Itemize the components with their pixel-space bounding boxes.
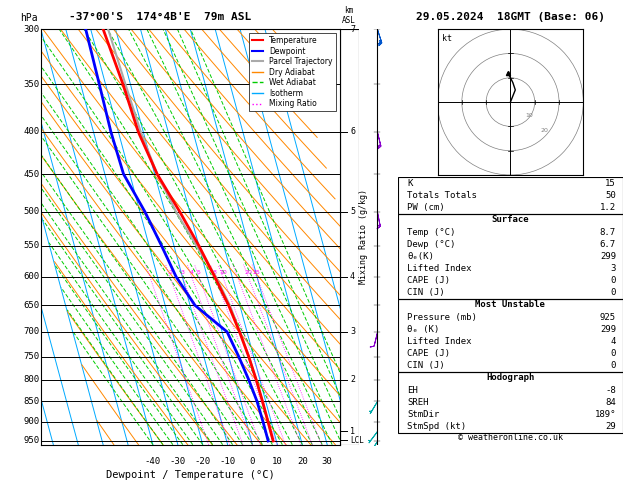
- Bar: [398, 177, 623, 214]
- Text: 550: 550: [23, 241, 40, 250]
- Text: 0: 0: [611, 349, 616, 358]
- Text: 10: 10: [525, 113, 533, 118]
- Text: 3: 3: [181, 270, 184, 275]
- Text: 0: 0: [250, 457, 255, 466]
- Text: -10: -10: [220, 457, 236, 466]
- Text: LCL: LCL: [350, 435, 364, 445]
- Text: 950: 950: [23, 436, 40, 446]
- Text: -30: -30: [170, 457, 186, 466]
- Text: Surface: Surface: [492, 215, 529, 225]
- Text: 29: 29: [605, 422, 616, 431]
- Text: 20: 20: [297, 457, 308, 466]
- Text: StmSpd (kt): StmSpd (kt): [407, 422, 466, 431]
- Text: SREH: SREH: [407, 398, 428, 407]
- Text: 2: 2: [168, 270, 172, 275]
- Text: 300: 300: [23, 25, 40, 34]
- Text: 4: 4: [190, 270, 194, 275]
- Text: 7: 7: [350, 25, 355, 34]
- Text: 20: 20: [540, 128, 548, 133]
- Text: PW (cm): PW (cm): [407, 203, 445, 212]
- Text: CAPE (J): CAPE (J): [407, 349, 450, 358]
- Text: Lifted Index: Lifted Index: [407, 264, 472, 273]
- Text: K: K: [407, 179, 413, 188]
- Text: Totals Totals: Totals Totals: [407, 191, 477, 200]
- Text: θₑ(K): θₑ(K): [407, 252, 434, 261]
- Text: 1.2: 1.2: [600, 203, 616, 212]
- Text: 600: 600: [23, 272, 40, 281]
- Text: CIN (J): CIN (J): [407, 288, 445, 297]
- Legend: Temperature, Dewpoint, Parcel Trajectory, Dry Adiabat, Wet Adiabat, Isotherm, Mi: Temperature, Dewpoint, Parcel Trajectory…: [248, 33, 336, 111]
- Text: 5: 5: [197, 270, 201, 275]
- Text: Mixing Ratio (g/kg): Mixing Ratio (g/kg): [360, 190, 369, 284]
- Text: 350: 350: [23, 80, 40, 89]
- Text: 84: 84: [605, 398, 616, 407]
- Text: 400: 400: [23, 127, 40, 137]
- Text: Lifted Index: Lifted Index: [407, 337, 472, 346]
- Bar: [398, 214, 623, 299]
- Text: Dewpoint / Temperature (°C): Dewpoint / Temperature (°C): [106, 469, 275, 480]
- Bar: [398, 299, 623, 372]
- Text: 850: 850: [23, 397, 40, 406]
- Text: CIN (J): CIN (J): [407, 361, 445, 370]
- Text: 500: 500: [23, 207, 40, 216]
- Text: Dewp (°C): Dewp (°C): [407, 240, 455, 249]
- Text: 299: 299: [600, 325, 616, 334]
- Text: 29.05.2024  18GMT (Base: 06): 29.05.2024 18GMT (Base: 06): [416, 12, 605, 22]
- Text: © weatheronline.co.uk: © weatheronline.co.uk: [458, 433, 563, 442]
- Text: 50: 50: [605, 191, 616, 200]
- Bar: [398, 372, 623, 433]
- Text: -20: -20: [194, 457, 211, 466]
- Text: 700: 700: [23, 328, 40, 336]
- Text: 4: 4: [611, 337, 616, 346]
- Text: 3: 3: [350, 328, 355, 336]
- Text: 4: 4: [350, 272, 355, 281]
- Text: Temp (°C): Temp (°C): [407, 227, 455, 237]
- Text: 450: 450: [23, 170, 40, 178]
- Text: 30: 30: [322, 457, 333, 466]
- Text: 900: 900: [23, 417, 40, 426]
- Text: 650: 650: [23, 301, 40, 310]
- Text: Most Unstable: Most Unstable: [476, 300, 545, 310]
- Text: kt: kt: [442, 35, 452, 43]
- Text: Hodograph: Hodograph: [486, 373, 535, 382]
- Text: EH: EH: [407, 385, 418, 395]
- Text: 6: 6: [350, 127, 355, 137]
- Text: 189°: 189°: [594, 410, 616, 419]
- Text: 299: 299: [600, 252, 616, 261]
- Text: 10: 10: [219, 270, 226, 275]
- Text: 5: 5: [350, 207, 355, 216]
- Text: 8.7: 8.7: [600, 227, 616, 237]
- Text: 3: 3: [611, 264, 616, 273]
- Text: 0: 0: [611, 361, 616, 370]
- Text: StmDir: StmDir: [407, 410, 440, 419]
- Text: 1: 1: [350, 427, 355, 436]
- Text: Pressure (mb): Pressure (mb): [407, 312, 477, 322]
- Text: 6.7: 6.7: [600, 240, 616, 249]
- Text: CAPE (J): CAPE (J): [407, 276, 450, 285]
- Text: hPa: hPa: [20, 13, 38, 23]
- Text: 800: 800: [23, 375, 40, 384]
- Text: -40: -40: [145, 457, 161, 466]
- Text: 0: 0: [611, 288, 616, 297]
- Text: 25: 25: [253, 270, 260, 275]
- Text: 8: 8: [213, 270, 217, 275]
- Text: 10: 10: [272, 457, 283, 466]
- Text: 2: 2: [350, 375, 355, 384]
- Text: 20: 20: [244, 270, 252, 275]
- Text: km
ASL: km ASL: [342, 6, 356, 25]
- Text: -8: -8: [605, 385, 616, 395]
- Text: 15: 15: [605, 179, 616, 188]
- Text: 0: 0: [611, 276, 616, 285]
- Text: θₑ (K): θₑ (K): [407, 325, 440, 334]
- Text: 925: 925: [600, 312, 616, 322]
- Text: -37°00'S  174°4B'E  79m ASL: -37°00'S 174°4B'E 79m ASL: [69, 12, 252, 22]
- Text: 750: 750: [23, 352, 40, 361]
